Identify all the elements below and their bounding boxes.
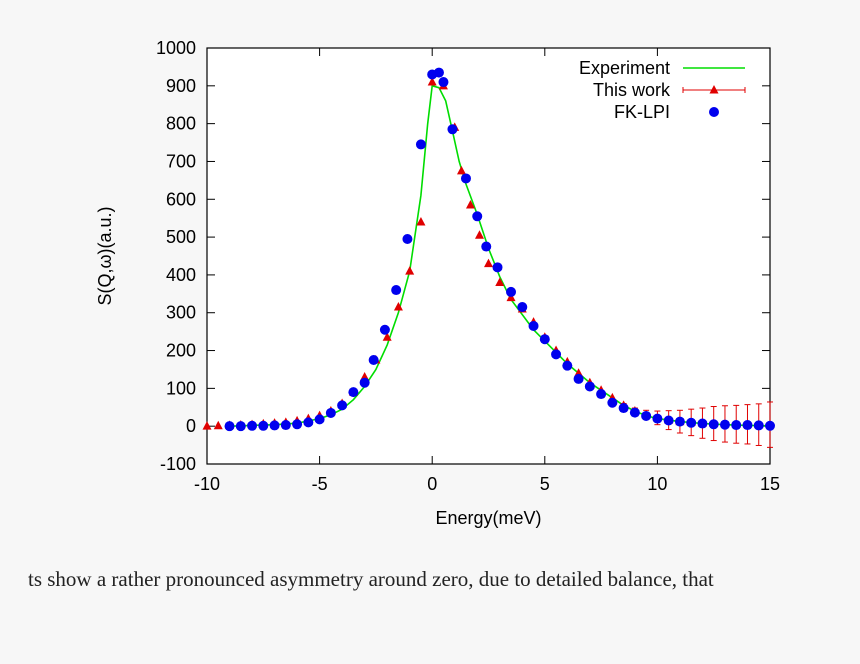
this-work-point [416, 216, 426, 226]
this-work-point [456, 165, 466, 175]
fk-lpi-point [539, 334, 550, 345]
this-work-point [405, 266, 415, 275]
fk-lpi-point [731, 420, 742, 431]
fk-lpi-point [551, 349, 562, 360]
y-tick-label: 500 [166, 227, 196, 247]
this-work-point [465, 199, 475, 209]
fk-lpi-point [391, 285, 402, 296]
fk-lpi-point [379, 324, 390, 335]
fk-lpi-point [280, 420, 291, 431]
y-tick-label: 400 [166, 265, 196, 285]
fk-lpi-point [492, 262, 503, 273]
legend-label-this-work: This work [593, 80, 671, 100]
fk-lpi-point [481, 241, 492, 252]
x-tick-label: 5 [540, 474, 550, 494]
fk-lpi-point [368, 355, 379, 365]
y-tick-label: 300 [166, 303, 196, 323]
fk-lpi-point [618, 403, 629, 414]
fk-lpi-point [629, 407, 640, 418]
y-tick-label: 700 [166, 151, 196, 171]
caption-text: ts show a rather pronounced asymmetry ar… [28, 567, 714, 591]
fk-lpi-point [438, 77, 449, 88]
plot-frame [206, 47, 771, 465]
y-tick-label: -100 [160, 454, 196, 474]
y-tick-label: 0 [186, 416, 196, 436]
fk-lpi-point [460, 173, 471, 184]
y-tick-label: 800 [166, 114, 196, 134]
fk-lpi-point [303, 417, 314, 428]
fk-lpi-point [742, 420, 753, 431]
fk-lpi-point [258, 420, 269, 431]
fk-lpi-point [562, 360, 573, 371]
x-tick-label: 0 [427, 474, 437, 494]
fk-lpi-point [224, 421, 235, 432]
fk-lpi-point [235, 421, 246, 432]
y-tick-label: 1000 [156, 38, 196, 58]
y-tick-label: 900 [166, 76, 196, 96]
y-tick-label: 100 [166, 378, 196, 398]
fk-lpi-point [506, 286, 517, 297]
this-work-point [484, 258, 493, 268]
this-work-point [382, 332, 392, 341]
fk-lpi-point [247, 420, 258, 431]
fk-lpi-point [641, 410, 652, 421]
fk-lpi-point [607, 397, 618, 408]
fk-lpi-point [517, 302, 528, 313]
this-work-point [474, 230, 484, 239]
this-work-point [393, 302, 403, 311]
x-tick-label: 15 [760, 474, 780, 494]
fk-lpi-point [584, 381, 595, 392]
x-tick-label: 10 [647, 474, 667, 494]
fk-lpi-point [359, 377, 370, 388]
legend-label-experiment: Experiment [579, 58, 670, 78]
fk-lpi-point [292, 419, 303, 430]
fk-lpi-point [348, 387, 359, 398]
x-tick-label: -10 [194, 474, 220, 494]
fk-lpi-point [708, 419, 719, 430]
fk-lpi-point [337, 400, 348, 411]
fk-lpi-point [269, 420, 280, 431]
fk-lpi-point [674, 416, 685, 427]
fk-lpi-point [415, 139, 426, 150]
fk-lpi-point [753, 420, 764, 431]
fk-lpi-point [447, 124, 458, 135]
legend-label-fk-lpi: FK-LPI [614, 102, 670, 122]
fk-lpi-point [652, 413, 663, 424]
fk-lpi-point [686, 417, 697, 428]
x-tick-label: -5 [312, 474, 328, 494]
y-axis-title: S(Q,ω)(a.u.) [95, 206, 115, 305]
fk-lpi-point [402, 233, 413, 244]
this-work-point [213, 420, 223, 430]
chart: -10 -5 0 5 10 15 -100 0 100 200 300 400 500 600 700 800… [95, 38, 780, 528]
legend-swatch-this-work-marker [709, 85, 719, 94]
fk-lpi-point [697, 418, 708, 429]
fk-lpi-point [472, 211, 483, 222]
fk-lpi-point [433, 67, 444, 78]
fk-lpi-point [663, 415, 674, 426]
fk-lpi-point [325, 407, 336, 418]
this-work-point [495, 277, 505, 286]
fk-lpi-point [719, 419, 730, 430]
fk-lpi-point [314, 414, 325, 425]
y-tick-label: 600 [166, 189, 196, 209]
this-work-point [427, 77, 437, 86]
fk-lpi-point [573, 373, 584, 384]
fk-lpi-point [596, 389, 607, 400]
y-tick-label: 200 [166, 341, 196, 361]
this-work-point [202, 421, 212, 430]
legend-swatch-fk-lpi [709, 107, 719, 117]
fk-lpi-point [528, 320, 539, 331]
x-axis-title: Energy(meV) [435, 508, 541, 528]
fk-lpi-point [765, 420, 775, 431]
